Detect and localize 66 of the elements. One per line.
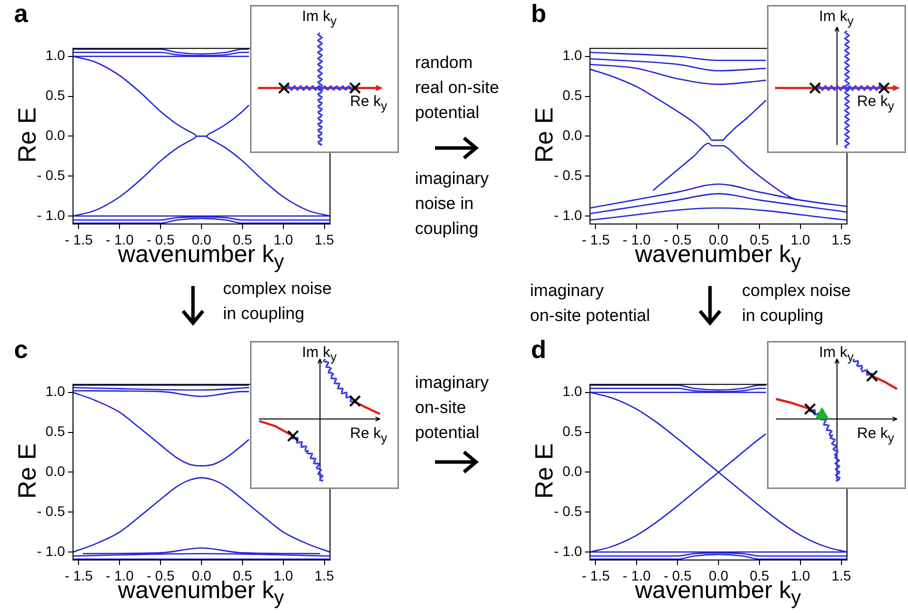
y-tick-label: 0.5 (562, 423, 582, 440)
text: Im k$_{y}$ (819, 344, 854, 364)
text: Im k$_{y}$ (819, 8, 854, 28)
y-axis-title: Re E (530, 443, 560, 499)
chart-title: b (531, 0, 546, 29)
x-tick-label: 0.5 (750, 567, 770, 584)
y-tick-label: 0.0 (562, 463, 582, 480)
text: complex noise in coupling (742, 280, 851, 327)
x-tick-label: 0.5 (232, 567, 252, 584)
y-tick-label: 0.5 (46, 423, 66, 440)
x-tick-label: - 0.5 (146, 567, 175, 584)
x-tick-label: - 1.5 (64, 567, 93, 584)
x-tick-label: 0.5 (750, 231, 770, 248)
text: imaginary on-site potential (415, 372, 489, 444)
y-tick-label: - 1.0 (36, 542, 66, 559)
text: imaginary on-site potential (530, 280, 650, 327)
y-tick-label: 1.0 (562, 47, 582, 64)
y-tick-label: - 1.0 (554, 206, 582, 223)
text: complex noise in coupling (223, 278, 332, 325)
chart-title: d (531, 336, 546, 365)
chart-title: a (14, 0, 28, 29)
y-tick-label: 0.0 (46, 463, 66, 480)
y-tick-label: - 1.0 (36, 206, 66, 223)
chart-title: c (14, 336, 28, 365)
x-tick-label: 1.0 (790, 231, 810, 248)
y-tick-label: 1.0 (562, 383, 582, 400)
text: Re k$_{y}$ (350, 425, 388, 445)
x-tick-label: - 0.5 (664, 231, 692, 248)
text: Im k$_{y}$ (302, 8, 337, 28)
x-tick-label: 1.5 (832, 231, 852, 248)
y-tick-label: 0.5 (562, 87, 582, 104)
x-tick-label: - 1.5 (582, 567, 610, 584)
x-tick-label: 1.0 (790, 567, 810, 584)
x-tick-label: 0.0 (192, 567, 212, 584)
x-tick-label: 1.0 (274, 567, 294, 584)
y-tick-label: - 0.5 (36, 166, 66, 183)
text: Im k$_{y}$ (302, 344, 337, 364)
x-tick-label: 0.0 (708, 231, 728, 248)
y-tick-label: - 0.5 (554, 502, 582, 519)
x-tick-label: - 1.5 (64, 231, 93, 248)
x-tick-label: - 0.5 (664, 567, 692, 584)
x-tick-label: 1.5 (832, 567, 852, 584)
y-tick-label: 1.0 (46, 383, 66, 400)
text: Re k$_{y}$ (350, 93, 388, 113)
text: imaginary noise in coupling (415, 168, 489, 240)
text: Re k$_{y}$ (857, 425, 894, 445)
y-tick-label: - 0.5 (554, 166, 582, 183)
y-tick-label: 1.0 (46, 47, 66, 64)
text: random real on-site potential (415, 52, 500, 124)
text: Re k$_{y}$ (857, 93, 894, 113)
y-tick-label: 0.5 (46, 87, 66, 104)
y-axis-title: Re E (530, 107, 560, 163)
y-tick-label: 0.0 (562, 127, 582, 144)
x-tick-label: 1.5 (314, 567, 334, 584)
x-tick-label: 0.0 (192, 231, 212, 248)
x-tick-label: - 0.5 (146, 231, 175, 248)
y-axis-title: Re E (14, 443, 42, 499)
y-tick-label: 0.0 (46, 127, 66, 144)
x-tick-label: 1.5 (314, 231, 334, 248)
x-tick-label: 0.5 (232, 231, 252, 248)
x-tick-label: - 1.5 (582, 231, 610, 248)
x-tick-label: 1.0 (274, 231, 294, 248)
y-tick-label: - 1.0 (554, 542, 582, 559)
y-axis-title: Re E (14, 107, 42, 163)
y-tick-label: - 0.5 (36, 502, 66, 519)
x-tick-label: 0.0 (708, 567, 728, 584)
